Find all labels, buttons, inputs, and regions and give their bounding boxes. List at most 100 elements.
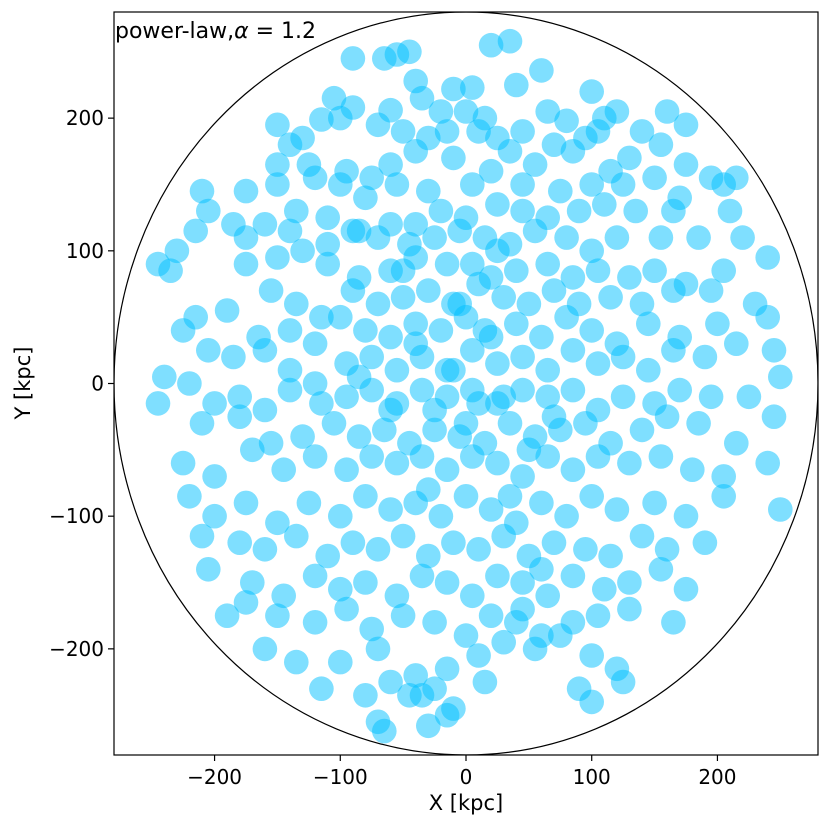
data-point [554, 225, 579, 250]
data-point [365, 291, 391, 317]
data-point [441, 76, 466, 102]
data-point [372, 718, 397, 744]
data-point [554, 304, 579, 330]
data-point [284, 198, 309, 224]
data-point [460, 444, 485, 469]
data-point [560, 563, 586, 589]
data-point [346, 424, 372, 449]
data-point [170, 318, 196, 343]
data-point [328, 172, 353, 197]
data-point [353, 484, 378, 509]
data-point [434, 570, 460, 595]
data-point [491, 285, 516, 310]
data-point [372, 417, 397, 443]
data-point [724, 165, 749, 191]
data-point [460, 583, 485, 609]
data-point [302, 563, 328, 589]
data-point [365, 537, 391, 562]
data-point [491, 629, 516, 655]
data-point [196, 557, 221, 582]
data-point [717, 198, 743, 224]
data-point [617, 570, 642, 595]
data-point [309, 391, 334, 416]
data-point [761, 404, 787, 430]
data-point [233, 178, 259, 204]
data-point [604, 99, 630, 124]
data-point [340, 46, 366, 71]
data-point [642, 165, 667, 191]
data-point [384, 450, 410, 476]
data-point [472, 669, 498, 695]
data-point [265, 172, 290, 197]
data-point [510, 377, 535, 403]
data-point [315, 251, 341, 277]
data-point [485, 192, 510, 217]
data-point [648, 132, 674, 157]
data-point [296, 490, 322, 516]
data-point [497, 139, 523, 164]
data-point [510, 119, 535, 144]
data-point [592, 192, 617, 217]
y-axis: −200 −100 0 100 200 [49, 106, 114, 661]
data-point [460, 251, 485, 277]
data-point [233, 225, 259, 250]
data-point [617, 265, 642, 290]
data-point [277, 218, 303, 244]
data-point [189, 523, 215, 549]
data-point [560, 139, 586, 164]
data-point [265, 603, 290, 628]
data-point [529, 490, 554, 516]
data-point [478, 158, 504, 184]
x-axis-label: X [kpc] [429, 791, 503, 815]
data-point [541, 404, 567, 430]
data-point [378, 397, 403, 423]
data-point [271, 583, 297, 609]
data-point [661, 198, 686, 224]
data-point [422, 417, 447, 443]
data-point [378, 669, 403, 695]
y-tick-label: 0 [91, 372, 104, 396]
data-point [265, 152, 290, 177]
data-point [661, 278, 686, 303]
data-point [516, 437, 542, 463]
data-point [629, 417, 655, 443]
data-point [258, 430, 284, 456]
data-point [434, 457, 460, 483]
data-point [579, 689, 604, 715]
x-tick-label: 100 [573, 765, 611, 789]
data-point [428, 318, 454, 343]
data-point [328, 576, 353, 602]
data-point [667, 377, 692, 403]
data-point [579, 318, 604, 343]
data-point [233, 251, 259, 277]
data-point [340, 218, 366, 244]
data-point [271, 457, 297, 483]
data-point [334, 596, 359, 622]
data-point [711, 464, 736, 489]
chart-title-value: = 1.2 [249, 19, 316, 44]
data-point [629, 291, 655, 317]
data-point [516, 291, 542, 317]
data-point [441, 357, 466, 383]
data-point [359, 344, 385, 370]
data-point [240, 437, 265, 463]
data-point [196, 198, 221, 224]
data-point [309, 676, 334, 701]
data-point [535, 444, 560, 469]
data-point [416, 278, 441, 303]
data-point [598, 285, 623, 310]
data-point [705, 311, 730, 337]
data-point [453, 484, 479, 509]
data-point [328, 503, 353, 529]
data-point [579, 172, 604, 197]
data-point [416, 178, 441, 204]
x-tick-label: 200 [698, 765, 736, 789]
data-point [654, 537, 680, 562]
data-point [579, 484, 604, 509]
data-point [403, 331, 429, 357]
data-point [416, 477, 441, 502]
data-point [359, 444, 385, 469]
data-point [422, 225, 447, 250]
data-point [585, 258, 611, 284]
